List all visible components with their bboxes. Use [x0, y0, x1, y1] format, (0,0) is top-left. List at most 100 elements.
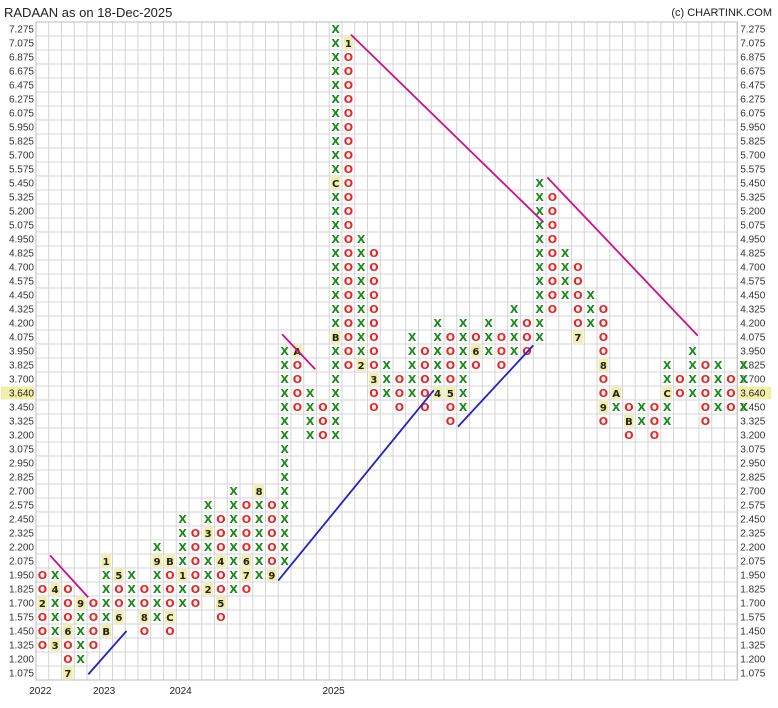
y-tick-label: 5.575	[9, 165, 34, 176]
x-box: X	[153, 597, 162, 610]
o-box: O	[38, 639, 47, 652]
y-tick-label: 1.950	[9, 571, 34, 582]
x-box: X	[714, 387, 723, 400]
o-box: O	[624, 429, 633, 442]
x-box: X	[459, 359, 468, 372]
o-box: O	[267, 541, 276, 554]
x-box: X	[433, 331, 442, 344]
o-box: O	[344, 177, 353, 190]
y-tick-label: 1.075	[9, 669, 34, 680]
x-box: X	[688, 345, 697, 358]
month-marker: C	[663, 389, 670, 400]
y-tick-label: 6.275	[9, 95, 34, 106]
x-box: X	[510, 303, 519, 316]
month-marker-bg	[356, 359, 366, 371]
y-tick-label: 5.200	[9, 207, 34, 218]
y-tick-label: 6.475	[9, 81, 34, 92]
x-box: X	[280, 513, 289, 526]
y-tick-label: 6.475	[740, 81, 765, 92]
x-box: X	[433, 373, 442, 386]
o-box: O	[216, 541, 225, 554]
x-box: X	[255, 527, 264, 540]
x-box: X	[331, 205, 340, 218]
month-marker: 4	[434, 389, 441, 400]
o-box: O	[344, 107, 353, 120]
y-tick-label: 7.075	[740, 39, 765, 50]
month-marker: B	[332, 333, 340, 344]
x-box: X	[153, 541, 162, 554]
o-box: O	[38, 569, 47, 582]
month-marker: 8	[256, 487, 263, 498]
plot-frame	[35, 21, 738, 681]
x-box: X	[714, 401, 723, 414]
o-box: O	[420, 387, 429, 400]
month-marker-bg	[598, 359, 609, 371]
o-box: O	[369, 345, 378, 358]
x-box: X	[484, 345, 493, 358]
o-box: O	[497, 331, 506, 344]
x-box: X	[535, 247, 544, 260]
y-tick-label: 1.325	[9, 641, 34, 652]
y-tick-label: 3.950	[740, 347, 765, 358]
x-box: X	[433, 359, 442, 372]
o-box: O	[497, 345, 506, 358]
o-box: O	[242, 499, 251, 512]
o-box: O	[318, 415, 327, 428]
x-box: X	[561, 247, 570, 260]
y-tick-label: 3.075	[740, 445, 765, 456]
x-box: X	[51, 625, 60, 638]
y-tick-label: 5.825	[9, 137, 34, 148]
x-box: X	[331, 317, 340, 330]
o-box: O	[650, 415, 659, 428]
o-box: O	[293, 401, 302, 414]
y-tick-label: 5.450	[9, 179, 34, 190]
o-box: O	[395, 401, 404, 414]
o-box: O	[191, 555, 200, 568]
x-box: X	[306, 401, 315, 414]
y-tick-label: 5.075	[9, 221, 34, 232]
y-tick-label: 3.825	[9, 361, 34, 372]
o-box: O	[369, 303, 378, 316]
x-box: X	[255, 499, 264, 512]
credit-text: (c) CHARTINK.COM	[671, 7, 772, 19]
y-tick-label: 2.575	[740, 501, 765, 512]
month-marker: 1	[345, 39, 352, 50]
x-box: X	[357, 247, 366, 260]
y-tick-label: 2.700	[740, 487, 765, 498]
o-box: O	[89, 625, 98, 638]
trendline	[457, 344, 534, 428]
x-box: X	[663, 359, 672, 372]
year-label: 2025	[323, 686, 346, 697]
x-box: X	[280, 415, 289, 428]
x-box: X	[331, 135, 340, 148]
o-box: O	[165, 569, 174, 582]
x-box: X	[357, 289, 366, 302]
x-box: X	[459, 401, 468, 414]
o-box: O	[599, 303, 608, 316]
o-box: O	[548, 289, 557, 302]
x-box: X	[306, 429, 315, 442]
y-tick-label: 2.950	[9, 459, 34, 470]
o-box: O	[242, 541, 251, 554]
o-box: O	[726, 401, 735, 414]
month-marker: 9	[268, 571, 275, 582]
o-box: O	[726, 387, 735, 400]
o-box: O	[599, 373, 608, 386]
y-tick-label: 4.575	[9, 277, 34, 288]
x-box: X	[535, 233, 544, 246]
y-tick-label: 1.700	[740, 599, 765, 610]
trendlines	[49, 33, 699, 675]
y-tick-label: 6.075	[740, 109, 765, 120]
o-box: O	[650, 429, 659, 442]
o-box: O	[675, 373, 684, 386]
y-tick-label: 2.575	[9, 501, 34, 512]
month-marker-bg	[63, 667, 73, 679]
y-tick-label: 1.825	[740, 585, 765, 596]
box-marks: OOO2OO3XXX4X7OO6OOOXXXX9OOOOBXXXX16OO5XX…	[37, 23, 748, 680]
month-marker-bg	[662, 387, 672, 399]
x-box: X	[535, 261, 544, 274]
o-box: O	[395, 387, 404, 400]
x-box: X	[229, 555, 238, 568]
o-box: O	[344, 135, 353, 148]
x-box: X	[280, 541, 289, 554]
